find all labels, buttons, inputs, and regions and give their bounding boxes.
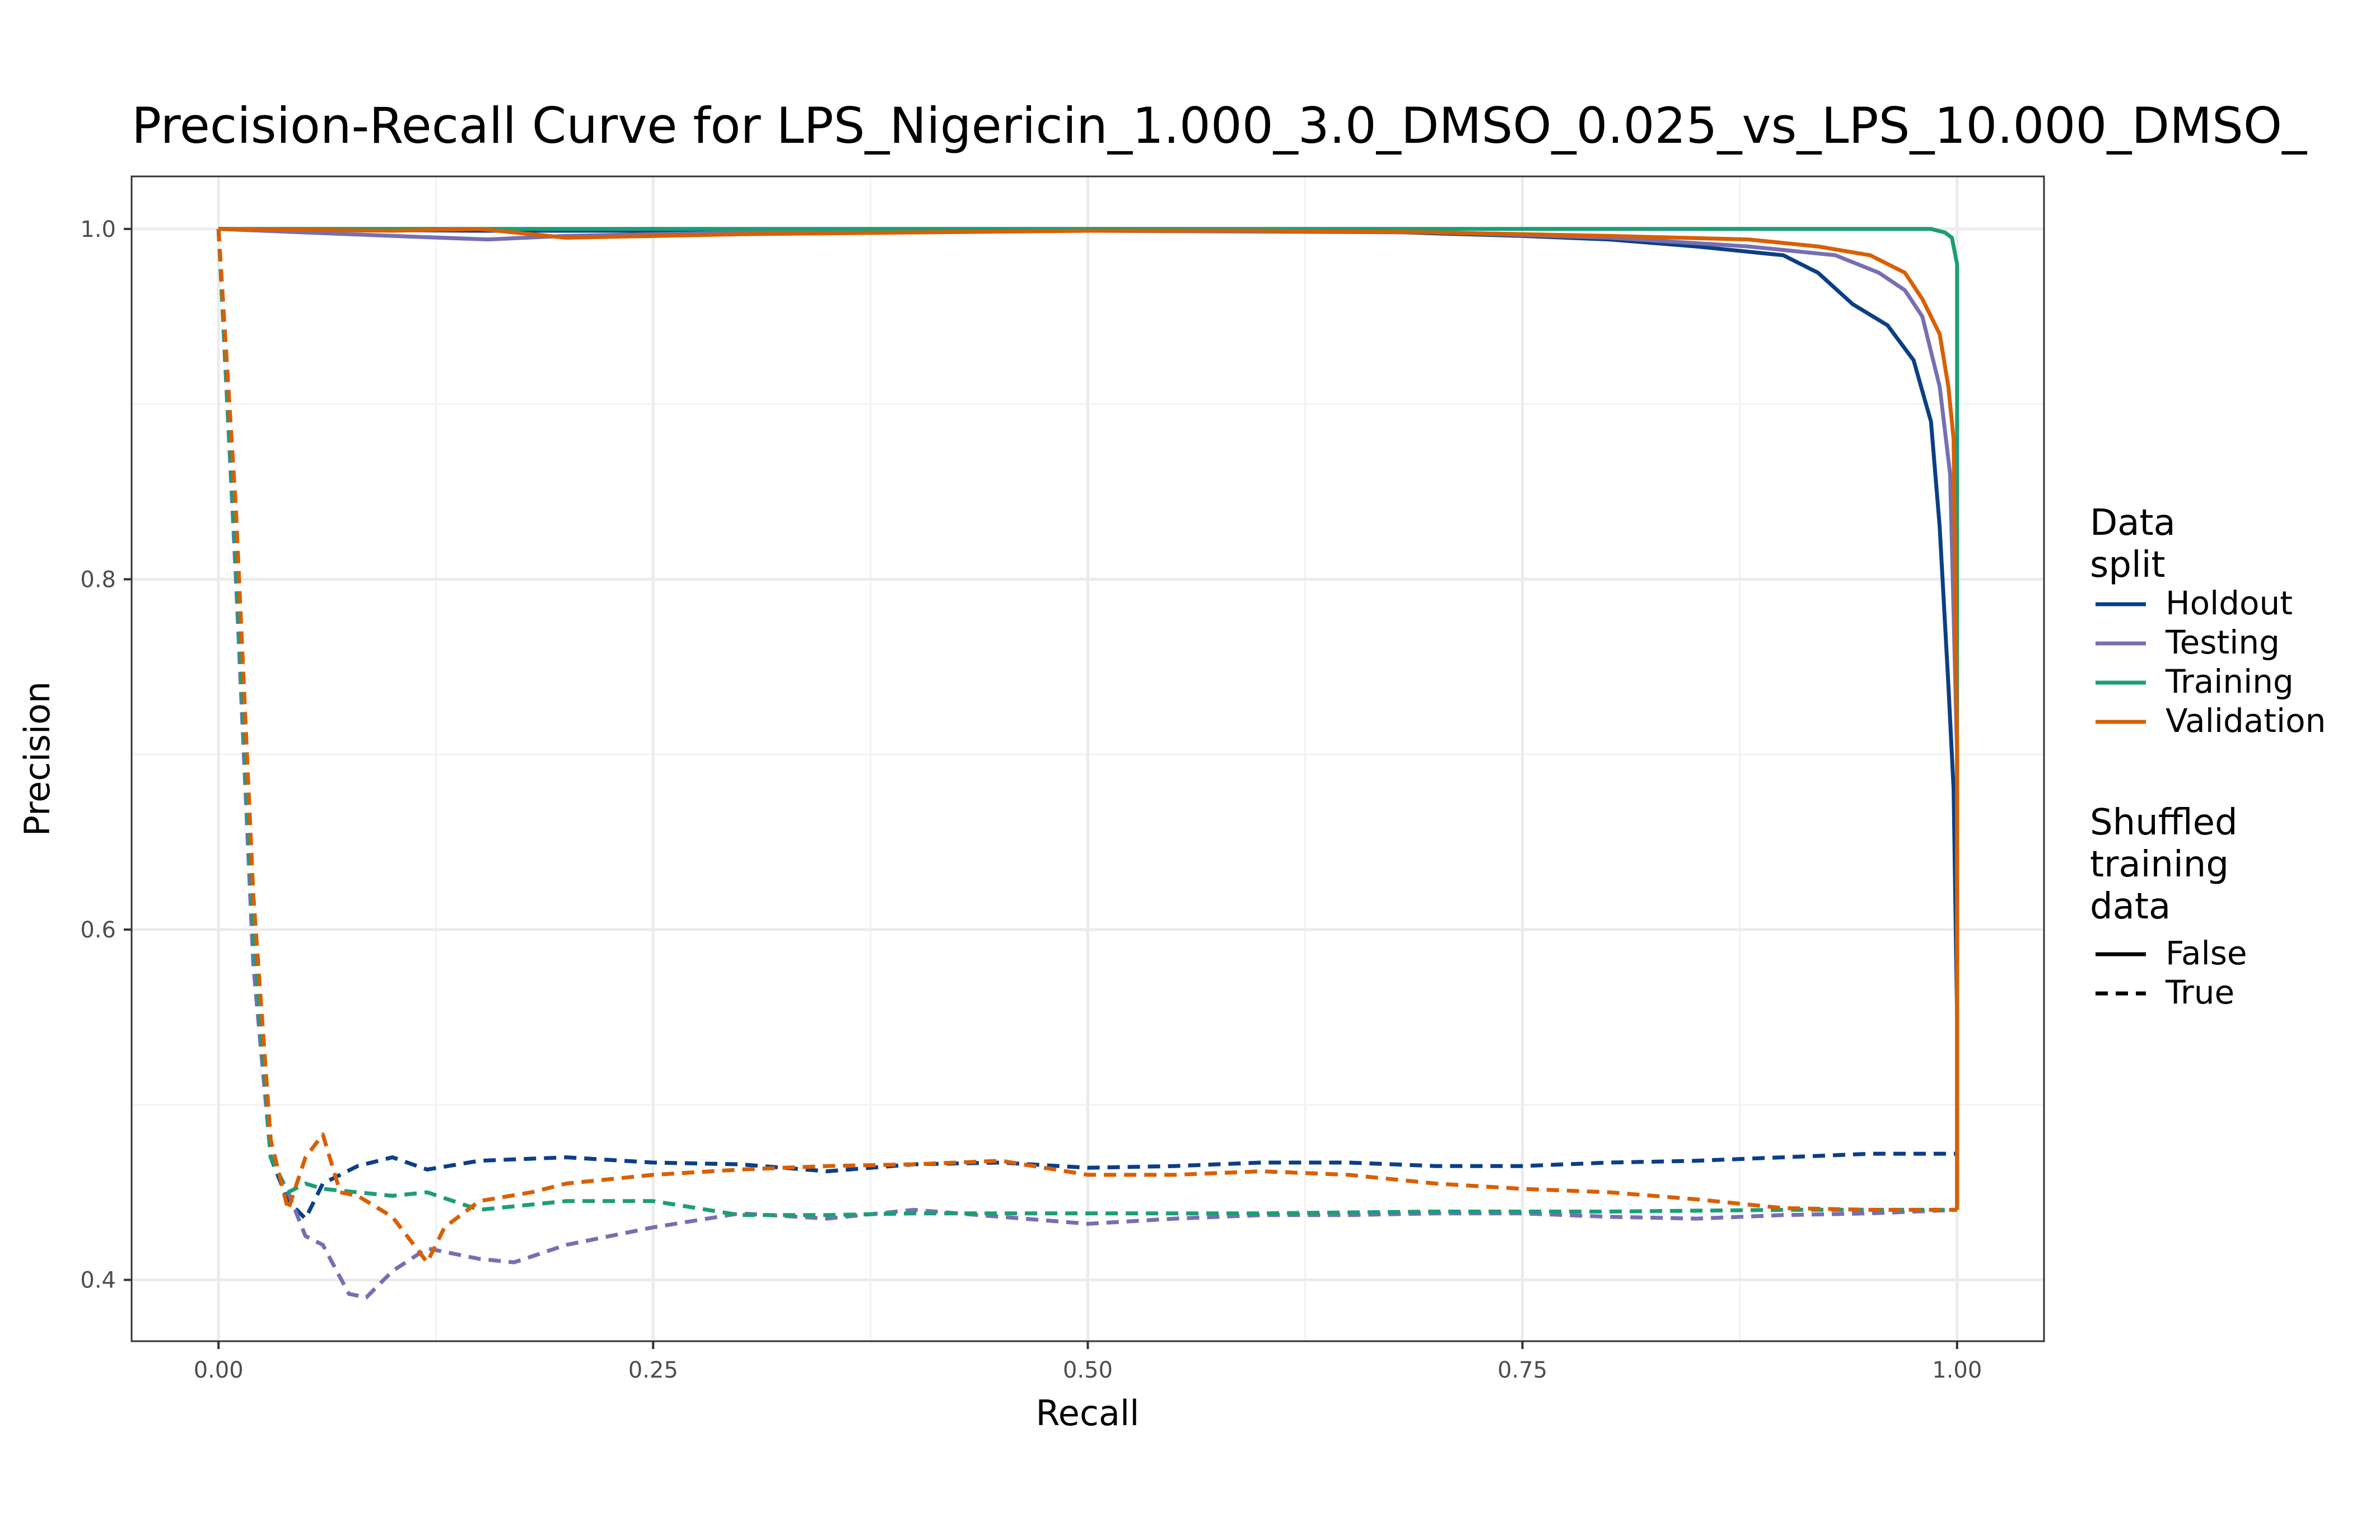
legend-linetype-title: Shuffled xyxy=(2090,802,2238,843)
legend-linetype-title: data xyxy=(2090,886,2171,927)
legend-label-training: Training xyxy=(2165,662,2294,701)
y-tick-label: 0.8 xyxy=(80,567,116,592)
legend-linetype-title: training xyxy=(2090,844,2229,885)
legend: DatasplitHoldoutTestingTrainingValidatio… xyxy=(2090,502,2326,1011)
y-axis-title: Precision xyxy=(17,682,58,837)
plot-panel xyxy=(130,175,2045,1342)
legend-color-title: split xyxy=(2090,544,2166,586)
series-layer xyxy=(216,227,1959,1300)
x-axis-title: Recall xyxy=(1036,1393,1140,1434)
x-tick-label: 0.50 xyxy=(1063,1357,1113,1383)
y-tick-label: 0.6 xyxy=(80,917,116,943)
series-line-validation-shuffled xyxy=(216,228,1957,1264)
legend-label-true: True xyxy=(2165,973,2234,1011)
x-tick-label: 1.00 xyxy=(1932,1357,1982,1383)
series-line-holdout-shuffled xyxy=(216,228,1957,1221)
series-line-training xyxy=(218,227,1959,1210)
x-tick-label: 0.00 xyxy=(194,1357,244,1383)
series-line-validation xyxy=(218,227,1959,1210)
series-line-testing xyxy=(218,227,1959,1210)
x-axis: 0.00 0.25 0.50 0.75 1.00 xyxy=(194,1341,1982,1383)
series-line-testing-shuffled xyxy=(216,228,1957,1300)
chart-title: Precision-Recall Curve for LPS_Nigericin… xyxy=(132,97,2307,155)
x-tick-label: 0.25 xyxy=(628,1357,678,1383)
legend-color-title: Data xyxy=(2090,502,2176,544)
y-tick-label: 0.4 xyxy=(80,1268,116,1294)
legend-label-false: False xyxy=(2166,934,2247,972)
legend-label-holdout: Holdout xyxy=(2166,584,2293,622)
x-tick-label: 0.75 xyxy=(1497,1357,1547,1383)
legend-label-testing: Testing xyxy=(2165,623,2280,661)
legend-label-validation: Validation xyxy=(2166,702,2326,740)
y-axis: 0.4 0.6 0.8 1.0 xyxy=(80,217,132,1294)
y-tick-label: 1.0 xyxy=(80,217,116,242)
